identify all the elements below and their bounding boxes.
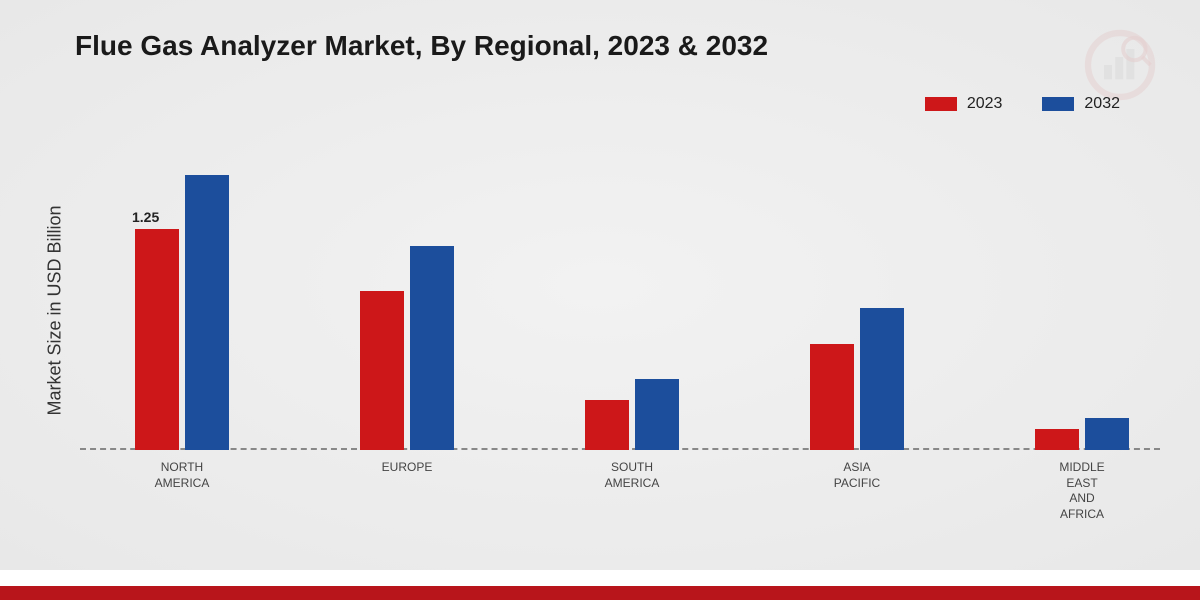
- bar-group: [585, 379, 679, 450]
- category-label: EUROPE: [340, 460, 474, 476]
- category-label: MIDDLEEASTANDAFRICA: [1015, 460, 1149, 522]
- footer-bar: [0, 586, 1200, 600]
- watermark-logo: [1080, 25, 1160, 105]
- bar-2032: [1085, 418, 1129, 450]
- category-label: ASIAPACIFIC: [790, 460, 924, 491]
- y-axis-label: Market Size in USD Billion: [45, 186, 66, 436]
- legend-swatch-2023: [925, 97, 957, 111]
- legend-item-2032: 2032: [1042, 95, 1120, 113]
- legend-swatch-2032: [1042, 97, 1074, 111]
- value-label: 1.25: [132, 209, 159, 225]
- plot-area: 1.25: [80, 140, 1160, 450]
- bar-2023: [1035, 429, 1079, 450]
- bar-2023: [135, 229, 179, 450]
- legend-label-2032: 2032: [1084, 95, 1120, 113]
- chart-title: Flue Gas Analyzer Market, By Regional, 2…: [75, 30, 768, 62]
- bar-2032: [410, 246, 454, 450]
- category-label: SOUTHAMERICA: [565, 460, 699, 491]
- bar-group: [810, 308, 904, 450]
- bar-2023: [585, 400, 629, 450]
- bar-2023: [360, 291, 404, 450]
- bar-2032: [635, 379, 679, 450]
- bar-group: [360, 246, 454, 450]
- legend: 2023 2032: [925, 95, 1120, 113]
- legend-item-2023: 2023: [925, 95, 1003, 113]
- bar-2032: [185, 175, 229, 450]
- legend-label-2023: 2023: [967, 95, 1003, 113]
- bar-group: [1035, 418, 1129, 450]
- bar-2032: [860, 308, 904, 450]
- category-label: NORTHAMERICA: [115, 460, 249, 491]
- bar-2023: [810, 344, 854, 450]
